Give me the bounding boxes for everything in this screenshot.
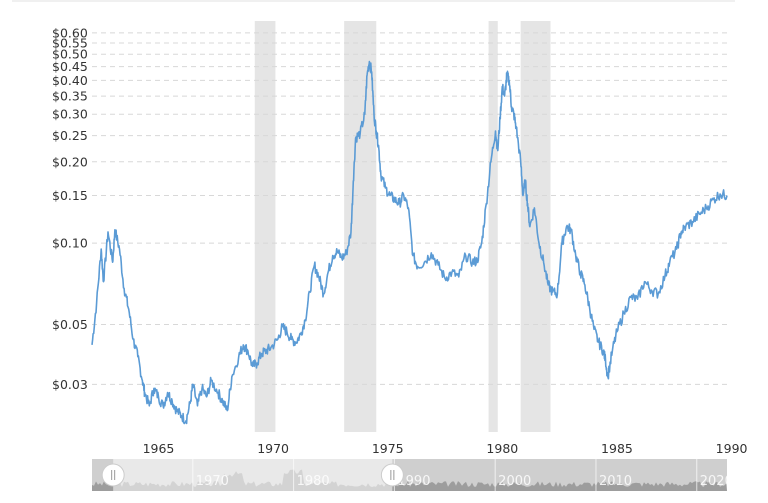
navigator-selection <box>113 459 393 491</box>
y-tick-label: $0.25 <box>52 128 88 143</box>
y-tick-label: $0.45 <box>52 59 88 74</box>
series-line <box>91 60 728 425</box>
x-tick-label: 1985 <box>601 441 633 456</box>
navigator-label: 2020 <box>700 474 733 489</box>
x-tick-label: 1965 <box>143 441 175 456</box>
x-tick-label: 1970 <box>257 441 289 456</box>
recession-band <box>488 21 498 432</box>
y-tick-label: $0.50 <box>52 47 88 62</box>
navigator-label: 1980 <box>297 474 330 489</box>
y-tick-label: $0.30 <box>52 107 88 122</box>
navigator-label: 2010 <box>599 474 632 489</box>
x-tick-label: 1980 <box>486 441 518 456</box>
y-tick-label: $0.03 <box>52 377 88 392</box>
navigator-label: 1990 <box>397 474 430 489</box>
navigator-label: 2000 <box>498 474 531 489</box>
recession-band <box>254 21 276 432</box>
recession-bands <box>254 21 551 432</box>
y-tick-label: $0.60 <box>52 25 88 40</box>
y-tick-label: $0.35 <box>52 89 88 104</box>
y-axis-labels: $0.60$0.55$0.50$0.45$0.40$0.35 $0.30 $0.25… <box>52 25 88 392</box>
x-tick-label: 1975 <box>372 441 404 456</box>
x-axis-labels: 1965 1970 1975 1980 1985 1990 <box>143 441 748 456</box>
navigator-handle-left[interactable] <box>101 463 125 487</box>
grid-lines <box>92 32 727 385</box>
y-tick-label: $0.40 <box>52 73 88 88</box>
navigator-label: 1970 <box>196 474 229 489</box>
y-tick-label: $0.05 <box>52 317 88 332</box>
y-tick-label: $0.20 <box>52 154 88 169</box>
recession-band <box>344 21 377 432</box>
recession-band <box>520 21 551 432</box>
navigator-handle-right[interactable] <box>380 463 404 487</box>
y-tick-label: $0.15 <box>52 188 88 203</box>
x-tick-label: 1990 <box>716 441 748 456</box>
y-tick-label: $0.55 <box>52 36 88 51</box>
range-navigator[interactable]: 1970 1980 1990 2000 2010 2020 <box>92 459 733 491</box>
y-tick-label: $0.10 <box>52 236 88 251</box>
series-layer <box>91 60 728 425</box>
